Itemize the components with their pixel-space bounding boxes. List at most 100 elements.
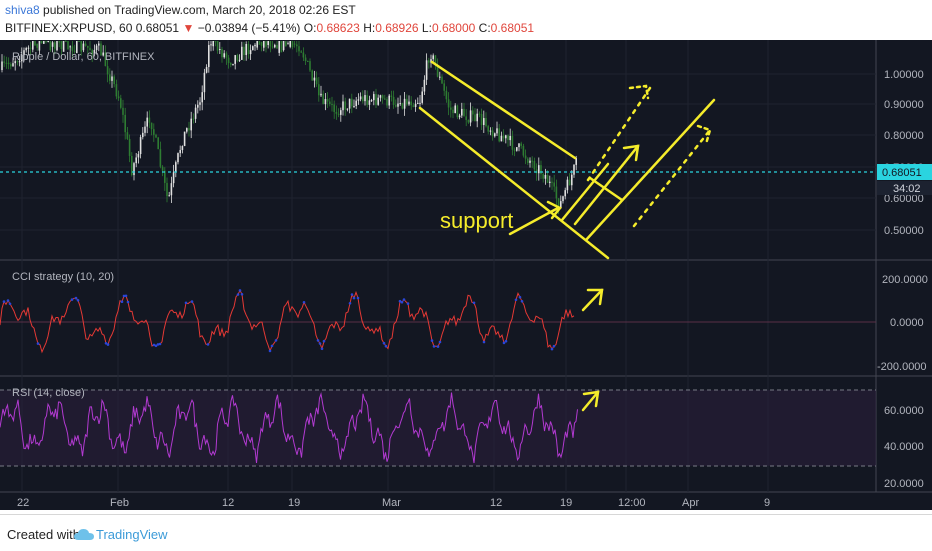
- candle-body: [183, 131, 186, 147]
- candle-body: [260, 42, 263, 46]
- channel-short-line[interactable]: [588, 176, 624, 202]
- candle-body: [278, 41, 280, 53]
- cci-dot: [518, 295, 522, 299]
- candle-body: [80, 41, 82, 52]
- candle-body: [245, 43, 247, 56]
- chart-area[interactable]: support Ripple / Dollar, 60, BITFINEX CC…: [0, 40, 932, 510]
- candle-body: [452, 109, 454, 114]
- price-tick: 0.80000: [884, 130, 924, 142]
- candle-body: [172, 172, 175, 184]
- candle-body: [538, 165, 540, 174]
- rsi-tick: 20.0000: [884, 478, 924, 490]
- candle-body: [225, 53, 228, 58]
- rsi-tick: 60.0000: [884, 405, 924, 417]
- cci-dot: [8, 302, 12, 306]
- rsi-axis[interactable]: 60.0000 40.0000 20.0000: [884, 405, 924, 490]
- channel-lower-line[interactable]: [418, 106, 610, 260]
- candle-body: [190, 118, 192, 131]
- candle-body: [381, 95, 384, 99]
- cci-dot: [184, 301, 188, 305]
- candle-body: [324, 99, 327, 105]
- main-legend[interactable]: Ripple / Dollar, 60, BITFINEX: [12, 51, 155, 63]
- candle-body: [38, 41, 41, 51]
- candle-body: [335, 111, 338, 114]
- candle-body: [14, 61, 16, 64]
- cci-legend[interactable]: CCI strategy (10, 20): [12, 271, 114, 283]
- time-axis[interactable]: 22 Feb 12 19 Mar 12 19 12:00 Apr 9: [17, 497, 770, 509]
- low-label: L:: [421, 21, 432, 35]
- candle-body: [454, 105, 456, 114]
- price-axis[interactable]: 1.00000 0.90000 0.80000 0.70000 0.60000 …: [884, 69, 924, 237]
- cci-arrow-head[interactable]: [586, 288, 604, 306]
- candle-body: [98, 43, 100, 46]
- candle-body: [265, 41, 267, 47]
- rsi-legend[interactable]: RSI (14, close): [12, 387, 85, 399]
- candle-body: [469, 110, 472, 123]
- price-tick: 0.60000: [884, 193, 924, 205]
- candle-body: [342, 101, 344, 111]
- time-tick: 22: [17, 497, 29, 509]
- cci-dot: [154, 344, 158, 348]
- candle-body: [293, 43, 296, 45]
- candle-body: [414, 103, 417, 107]
- candle-body: [447, 99, 450, 108]
- support-arrow-line[interactable]: [508, 206, 560, 236]
- candle-body: [161, 166, 164, 171]
- cci-axis[interactable]: 200.0000 0.0000 -200.0000: [877, 274, 928, 373]
- support-arrow-head[interactable]: [546, 200, 562, 220]
- candle-body: [300, 51, 302, 53]
- candle-body: [421, 91, 423, 103]
- candle-body: [54, 42, 56, 49]
- cci-arrow-line[interactable]: [581, 288, 604, 312]
- candle-body: [487, 126, 489, 132]
- candle-body: [236, 55, 239, 61]
- candle-body: [419, 102, 421, 104]
- candle-body: [109, 74, 111, 81]
- candle-body: [472, 110, 474, 115]
- candle-body: [280, 41, 283, 53]
- candle-body: [403, 98, 406, 109]
- candle-body: [269, 41, 272, 47]
- candle-body: [208, 44, 210, 68]
- candle-body: [157, 137, 159, 150]
- candle-body: [520, 143, 522, 146]
- candle-body: [194, 107, 197, 119]
- cci-dot: [550, 347, 554, 351]
- author-link[interactable]: shiva8: [5, 3, 40, 17]
- channel-upper-line[interactable]: [430, 60, 577, 160]
- candle-body: [478, 113, 481, 115]
- breakout-arrow-head[interactable]: [622, 144, 640, 162]
- dotted-projection-1[interactable]: [586, 86, 652, 182]
- tradingview-logo[interactable]: TradingView: [74, 525, 168, 545]
- candle-body: [309, 61, 311, 71]
- header: shiva8 published on TradingView.com, Mar…: [0, 0, 932, 40]
- dotted-arrow-head-1[interactable]: [628, 84, 650, 100]
- candle-body: [232, 63, 234, 65]
- candle-body: [388, 95, 390, 106]
- dotted-projection-2[interactable]: [632, 128, 712, 228]
- candle-body: [131, 155, 133, 176]
- trend-drawings[interactable]: [418, 60, 716, 412]
- breakout-line-1[interactable]: [560, 162, 610, 222]
- cci-dot: [158, 342, 162, 346]
- candle-body: [480, 114, 483, 125]
- rsi-arrow-head[interactable]: [582, 390, 600, 408]
- candle-body: [164, 170, 166, 183]
- cci-dot: [36, 342, 40, 345]
- candle-body: [146, 117, 148, 127]
- parallel-channel-line[interactable]: [584, 98, 716, 242]
- candle-body: [368, 100, 371, 105]
- rsi-line: [0, 392, 578, 464]
- tradingview-brand[interactable]: TradingView: [96, 527, 168, 542]
- dotted-arrow-head-2[interactable]: [696, 124, 712, 146]
- candle-body: [401, 103, 404, 109]
- time-tick: Apr: [682, 497, 699, 509]
- candle-body: [89, 47, 91, 51]
- time-tick: Feb: [110, 497, 129, 509]
- candle-body: [254, 44, 256, 47]
- breakout-arrow-line[interactable]: [573, 144, 640, 226]
- candle-body: [124, 114, 126, 133]
- rsi-arrow-line[interactable]: [581, 390, 600, 412]
- rsi-tick: 40.0000: [884, 441, 924, 453]
- candle-body: [562, 196, 564, 202]
